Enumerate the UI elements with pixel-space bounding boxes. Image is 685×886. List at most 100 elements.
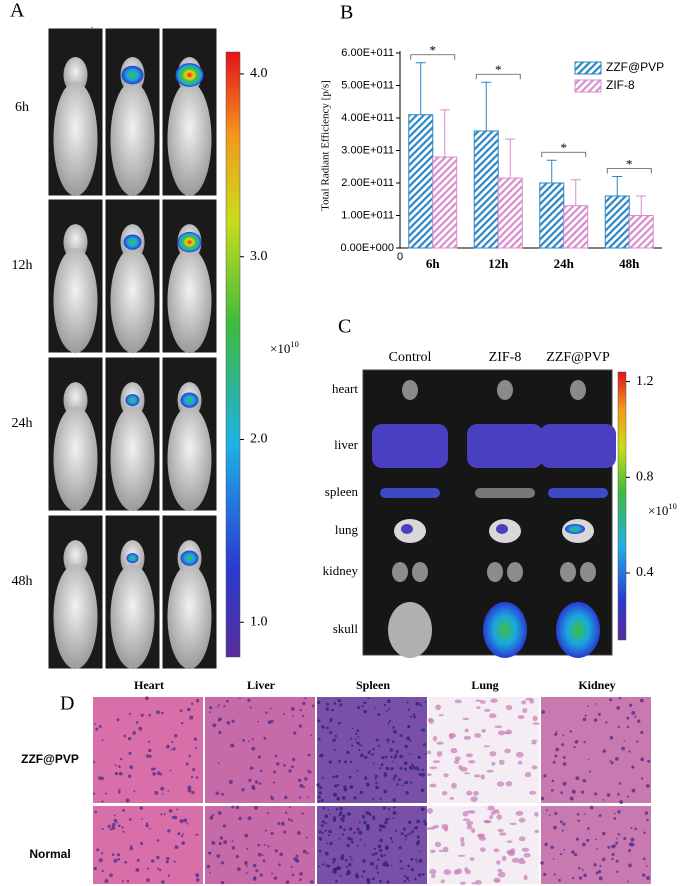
tissue-detail	[506, 850, 515, 855]
tissue-detail	[217, 810, 222, 815]
tissue-detail	[264, 843, 266, 846]
tissue-detail	[499, 832, 507, 836]
tissue-detail	[484, 708, 491, 712]
tissue-detail	[384, 755, 388, 759]
tissue-detail	[373, 847, 377, 850]
column-label: Lung	[471, 678, 498, 692]
tissue-detail	[403, 761, 408, 766]
tissue-detail	[543, 872, 547, 876]
tissue-detail	[379, 767, 382, 770]
tissue-detail	[304, 777, 308, 781]
tissue-detail	[609, 736, 614, 740]
tissue-detail	[338, 813, 342, 817]
tissue-detail	[475, 699, 482, 702]
tissue-detail	[424, 700, 427, 703]
tissue-detail	[329, 717, 333, 721]
tissue-detail	[490, 810, 496, 816]
tissue-detail	[558, 878, 561, 882]
tissue-detail	[345, 865, 348, 868]
y-tick-label: 0.00E+000	[340, 242, 394, 254]
tissue-detail	[139, 841, 144, 846]
signal	[496, 524, 508, 534]
tissue-detail	[489, 751, 497, 757]
tissue-detail	[518, 836, 526, 842]
signal	[401, 524, 413, 534]
tissue-detail	[613, 844, 617, 848]
tissue-detail	[392, 726, 396, 729]
tissue-detail	[148, 754, 152, 758]
tissue-detail	[627, 795, 629, 798]
tissue-detail	[209, 816, 214, 820]
tissue-detail	[136, 858, 140, 862]
significance-label: *	[561, 140, 568, 155]
tissue-detail	[429, 868, 437, 875]
tissue-detail	[335, 879, 338, 883]
tissue-detail	[307, 753, 311, 757]
signal	[180, 392, 199, 408]
tissue-image	[93, 697, 203, 803]
tissue-detail	[387, 808, 391, 811]
tissue-detail	[596, 847, 599, 850]
tissue-detail	[196, 833, 199, 836]
tissue-detail	[393, 779, 396, 782]
tissue-detail	[98, 858, 103, 863]
tissue-detail	[432, 760, 441, 763]
tissue-detail	[109, 828, 112, 831]
tissue-detail	[328, 760, 333, 764]
tissue-detail	[577, 819, 581, 823]
tissue-detail	[438, 714, 444, 717]
tissue-detail	[532, 715, 538, 722]
tissue-detail	[382, 806, 386, 810]
tissue-detail	[532, 722, 540, 725]
tissue-detail	[335, 807, 339, 811]
tissue-detail	[384, 820, 388, 825]
signal	[177, 231, 202, 253]
colorbar	[617, 371, 627, 641]
tissue-detail	[582, 778, 586, 783]
tissue-detail	[118, 824, 121, 828]
tissue-detail	[509, 822, 517, 826]
tissue-detail	[382, 862, 386, 867]
tissue-detail	[356, 769, 359, 772]
mouse-body	[110, 564, 155, 669]
tissue-detail	[349, 760, 353, 764]
tissue-detail	[270, 831, 274, 836]
tissue-detail	[358, 743, 361, 746]
tissue-detail	[251, 738, 254, 741]
tissue-detail	[339, 703, 343, 707]
tissue-detail	[418, 858, 423, 863]
tissue-detail	[419, 850, 422, 853]
tissue-detail	[497, 730, 506, 736]
tissue-detail	[639, 698, 644, 703]
tissue-detail	[534, 812, 539, 817]
tissue-detail	[644, 811, 649, 815]
tissue-detail	[626, 716, 630, 720]
tissue-detail	[647, 759, 651, 763]
tissue-detail	[185, 762, 189, 766]
tissue-detail	[406, 736, 410, 741]
tissue-detail	[351, 744, 354, 747]
tissue-detail	[348, 827, 353, 831]
tissue-detail	[321, 863, 325, 866]
tissue-detail	[114, 764, 117, 767]
tissue-detail	[377, 713, 380, 716]
tissue-detail	[276, 762, 280, 766]
tissue-detail	[646, 784, 650, 788]
tissue-detail	[404, 834, 408, 838]
row-label: skull	[333, 621, 359, 636]
tissue-detail	[421, 772, 426, 777]
tissue-detail	[594, 792, 598, 796]
tissue-detail	[257, 755, 262, 759]
tissue-detail	[392, 817, 395, 820]
tissue-detail	[442, 846, 449, 853]
tissue-detail	[245, 865, 248, 867]
tissue-detail	[459, 881, 466, 885]
mouse-body	[53, 248, 98, 353]
tissue-detail	[571, 850, 575, 854]
tissue-detail	[341, 814, 346, 818]
tissue-detail	[372, 747, 375, 751]
tissue-detail	[412, 827, 415, 830]
tissue-detail	[466, 810, 473, 814]
tissue-detail	[417, 873, 422, 877]
tissue-detail	[465, 790, 473, 796]
